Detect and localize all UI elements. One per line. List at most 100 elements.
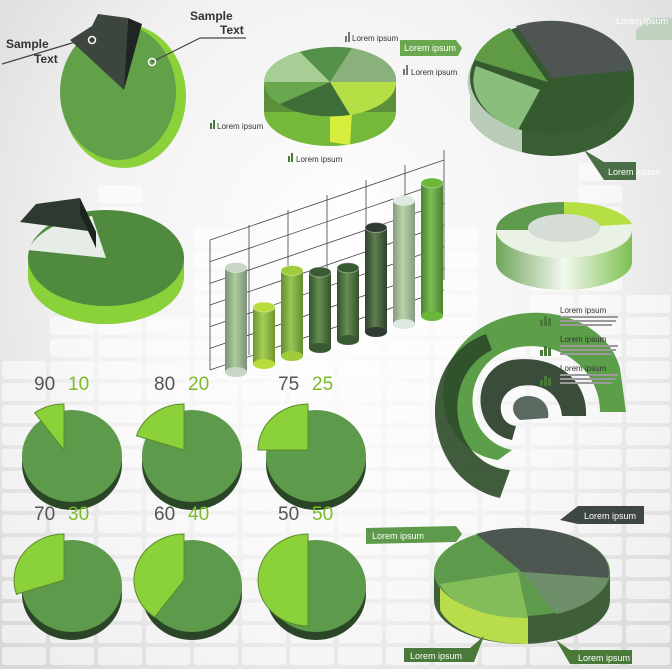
background-cell xyxy=(242,361,286,379)
background-cell xyxy=(98,383,142,401)
background-cell xyxy=(626,471,670,489)
background-cell xyxy=(338,383,382,401)
background-cell xyxy=(386,449,430,467)
sample-label-line2: Text xyxy=(34,52,58,66)
ratio-big-label: 70 xyxy=(34,504,55,525)
left-mid-pie xyxy=(20,198,184,324)
bar-shade xyxy=(225,267,247,372)
background-cell xyxy=(98,361,142,379)
spiral-ring-middle xyxy=(480,359,587,440)
background-cell xyxy=(50,647,94,665)
background-cell xyxy=(98,339,142,357)
ratio-big-label: 60 xyxy=(154,504,175,525)
background-cell xyxy=(2,625,46,643)
bar-cap xyxy=(280,265,304,276)
background-cell xyxy=(578,625,622,643)
background-cell xyxy=(626,647,670,665)
pie-slice xyxy=(516,20,632,78)
callout-shape xyxy=(400,40,462,56)
callout-shape xyxy=(584,150,636,180)
label-leader xyxy=(151,37,201,63)
background-cell xyxy=(386,581,430,599)
legend-icon xyxy=(345,32,350,42)
background-cell xyxy=(50,339,94,357)
pie-slice-small xyxy=(257,403,309,451)
background-cell xyxy=(290,383,334,401)
bar-2 xyxy=(252,301,276,369)
background-cell xyxy=(338,647,382,665)
pie-slice-small xyxy=(133,533,185,618)
bar-shade xyxy=(365,227,387,332)
pie-slice xyxy=(476,527,609,578)
background-cell xyxy=(578,295,622,313)
callout-shape xyxy=(636,18,672,40)
layered-pie-top: Lorem ipsum Lorem ipsum Lorem ipsum Lore… xyxy=(210,32,458,164)
callout-label: Lorem ipsum xyxy=(616,16,668,26)
ratio-small-label: 25 xyxy=(312,374,333,395)
pie-edge xyxy=(80,198,96,248)
pie-slice xyxy=(280,82,350,117)
callout-label: Lorem ipsum xyxy=(404,43,456,53)
background-cell xyxy=(50,383,94,401)
ratio-small-label: 10 xyxy=(68,374,89,395)
label-leader xyxy=(1,39,83,65)
bar-base xyxy=(309,343,331,353)
ratio-pies: 90 10 80 20 75 25 70 30 60 40 50 50 xyxy=(13,374,366,640)
background-cell xyxy=(386,339,430,357)
background-cell xyxy=(434,251,478,269)
background-cell xyxy=(386,427,430,445)
background-cell xyxy=(626,383,670,401)
bar-8 xyxy=(420,177,444,321)
sample-label-line1: Sample xyxy=(190,9,233,23)
pie-slice xyxy=(440,572,528,619)
pie-label: Lorem ipsum xyxy=(411,68,458,77)
callout-pie-bottom-right: Lorem ipsum Lorem ipsum Lorem ipsum Lore… xyxy=(366,506,644,664)
ratio-big-label: 90 xyxy=(34,374,55,395)
callout-pie-top-right: Lorem ipsum Lorem ipsum Lorem ipsum xyxy=(400,16,672,180)
spiral-ring-inner xyxy=(513,396,549,420)
background-cell xyxy=(146,339,190,357)
callout-shape xyxy=(560,506,644,524)
spiral-chart: Lorem ipsum Lorem ipsum Lorem ipsum xyxy=(434,306,626,498)
background-cell xyxy=(338,361,382,379)
background-cell xyxy=(482,493,526,511)
background-cell xyxy=(98,537,142,555)
ratio-small-label: 50 xyxy=(312,504,333,525)
background-cell xyxy=(98,405,142,423)
background-cell xyxy=(98,185,142,203)
background-cell xyxy=(2,361,46,379)
legend-icon xyxy=(540,316,551,326)
legend-icon xyxy=(540,346,551,356)
bar-cap xyxy=(252,301,276,313)
bar-base xyxy=(225,367,247,377)
pie-slice xyxy=(60,24,176,160)
bar-6 xyxy=(364,222,388,337)
background-cell xyxy=(242,493,286,511)
background-cell xyxy=(626,625,670,643)
bar-cap xyxy=(308,266,332,278)
text-line xyxy=(560,316,618,318)
ring-hole xyxy=(528,214,600,242)
ratio-pie-4: 70 30 xyxy=(13,504,122,640)
pie-slice xyxy=(20,198,96,232)
background-cell xyxy=(530,493,574,511)
background-cell xyxy=(626,603,670,621)
background-cell xyxy=(434,295,478,313)
legend-icon xyxy=(210,120,215,129)
background-cell xyxy=(626,361,670,379)
bar-3 xyxy=(280,265,304,361)
background-cell xyxy=(626,405,670,423)
background-cell xyxy=(194,515,238,533)
pie-slice xyxy=(124,18,142,90)
bar-1 xyxy=(224,262,248,377)
background-cell xyxy=(2,405,46,423)
spiral-label: Lorem ipsum xyxy=(560,306,607,315)
bar-shade xyxy=(337,267,359,340)
background-cell xyxy=(482,647,526,665)
text-line xyxy=(560,324,612,326)
cylinder-bar-chart xyxy=(209,150,445,377)
legend-icon xyxy=(288,153,293,162)
background-cell xyxy=(146,515,190,533)
